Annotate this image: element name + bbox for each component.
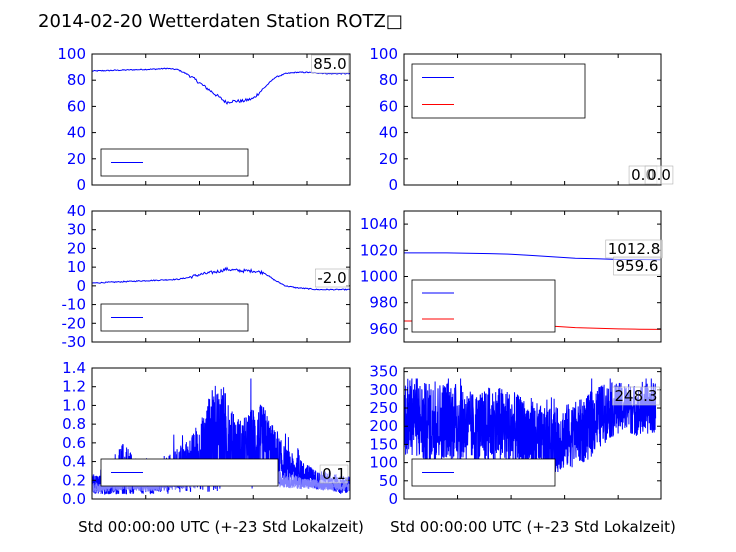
y-tick-label: -20 xyxy=(62,314,87,332)
y-tick-label: 100 xyxy=(369,454,398,472)
panel-humidity: 0 20 40 60 80 100 85.0 xyxy=(57,45,351,194)
y-tick-label: 40 xyxy=(67,124,86,142)
y-tick-label: 200 xyxy=(369,417,398,435)
y-tick-label: 20 xyxy=(67,150,86,168)
current-value-label: 1012.8 xyxy=(605,239,663,259)
plot-frame xyxy=(403,367,662,500)
series-line-humidity-0 xyxy=(92,67,350,105)
y-tick-label: 100 xyxy=(57,45,86,63)
y-tick-label: 20 xyxy=(379,150,398,168)
y-tick-label: 1040 xyxy=(360,215,398,233)
plot-frame xyxy=(91,367,351,500)
y-tick-label: 0 xyxy=(76,277,86,295)
y-tick-label: 0 xyxy=(388,176,398,194)
y-tick-label: 0.6 xyxy=(62,434,86,452)
current-value-label-text: 1012.8 xyxy=(608,240,661,258)
y-tick-label: 50 xyxy=(379,472,398,490)
y-tick-label: 1.2 xyxy=(62,378,86,396)
current-value-label-box xyxy=(612,386,660,406)
current-value-label-2-text: 0.0 xyxy=(647,166,671,184)
current-value-label-text: -2.0 xyxy=(317,269,346,287)
current-value-label-2: 0.0 xyxy=(644,165,674,185)
y-tick-label: -10 xyxy=(62,296,87,314)
y-tick-label: 100 xyxy=(369,45,398,63)
current-value-label-2: 959.6 xyxy=(613,256,661,276)
legend xyxy=(411,279,556,333)
current-value-label: 248.3 xyxy=(612,386,660,406)
current-value-label: 85.0 xyxy=(310,54,350,74)
x-axis-label-left: Std 00:00:00 UTC (+-23 Std Lokalzeit) xyxy=(78,518,364,536)
y-tick-label: 40 xyxy=(67,202,86,220)
current-value-label: 0.1 xyxy=(319,464,349,484)
y-tick-label: 1.4 xyxy=(62,359,86,377)
series-line-temperature-0 xyxy=(92,266,350,291)
y-tick-label: 0.2 xyxy=(62,471,86,489)
y-tick-label: 10 xyxy=(67,258,86,276)
current-value-label-2-box xyxy=(613,256,661,276)
legend-box xyxy=(100,303,249,332)
legend xyxy=(411,63,586,119)
current-value-label-box xyxy=(319,464,349,484)
series-line-wind_direction-0 xyxy=(404,378,657,478)
y-tick-label: 0 xyxy=(76,176,86,194)
current-value-label-box xyxy=(310,54,350,74)
current-value-label-box xyxy=(315,268,349,288)
legend xyxy=(100,303,249,332)
y-tick-label: 300 xyxy=(369,381,398,399)
legend-box xyxy=(411,279,556,333)
legend xyxy=(100,148,249,177)
y-tick-label: 980 xyxy=(369,294,398,312)
current-value-label-text: 85.0 xyxy=(313,55,346,73)
plot-frame xyxy=(403,53,662,186)
current-value-label-text: 248.3 xyxy=(615,387,658,405)
panel-wind_speed: 0.00.20.40.60.81.01.21.4 0.1 xyxy=(62,359,351,508)
current-value-label: -2.0 xyxy=(315,268,349,288)
y-tick-label: 0 xyxy=(388,490,398,508)
y-tick-label: 1020 xyxy=(360,241,398,259)
plot-frame xyxy=(91,53,351,186)
legend xyxy=(100,458,279,487)
current-value-label-2-text: 959.6 xyxy=(616,257,659,275)
figure-title: 2014-02-20 Wetterdaten Station ROTZ□ xyxy=(38,11,403,32)
y-tick-label: 20 xyxy=(67,239,86,257)
y-tick-label: 80 xyxy=(379,71,398,89)
y-tick-label: 60 xyxy=(67,97,86,115)
current-value-label-text: 0.1 xyxy=(322,465,346,483)
y-tick-label: 1.0 xyxy=(62,396,86,414)
y-tick-label: 960 xyxy=(369,320,398,338)
legend xyxy=(411,458,556,487)
y-tick-label: 40 xyxy=(379,124,398,142)
current-value-label-2-box xyxy=(644,165,674,185)
y-tick-label: 80 xyxy=(67,71,86,89)
y-tick-label: -30 xyxy=(62,333,87,351)
y-tick-label: 0.8 xyxy=(62,415,86,433)
y-tick-label: 60 xyxy=(379,97,398,115)
y-tick-label: 1000 xyxy=(360,268,398,286)
y-tick-label: 150 xyxy=(369,435,398,453)
y-tick-label: 30 xyxy=(67,221,86,239)
plot-frame xyxy=(91,210,351,343)
y-tick-label: 0.0 xyxy=(62,490,86,508)
y-tick-label: 350 xyxy=(369,363,398,381)
y-tick-label: 250 xyxy=(369,399,398,417)
x-axis-label-right: Std 00:00:00 UTC (+-23 Std Lokalzeit) xyxy=(390,518,676,536)
legend-box xyxy=(411,63,586,119)
y-tick-label: 0.4 xyxy=(62,453,86,471)
